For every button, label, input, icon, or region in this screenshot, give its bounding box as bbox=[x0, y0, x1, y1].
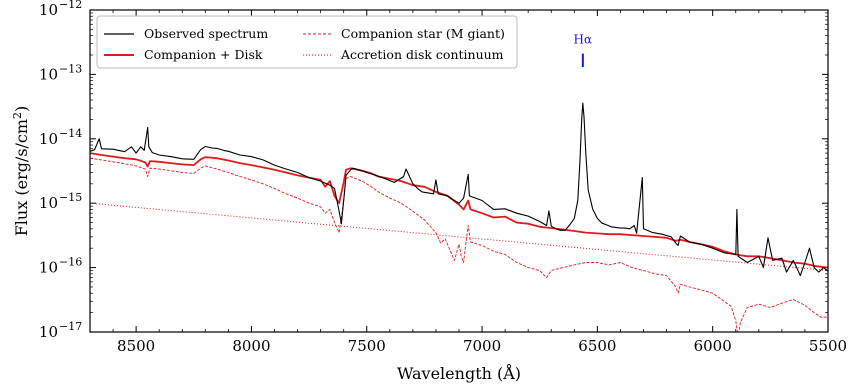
plot-frame bbox=[89, 9, 829, 333]
y-axis-title-sup: 2 bbox=[11, 112, 24, 119]
x-tick-labels: 8500 8000 7500 7000 6500 6000 5500 bbox=[117, 337, 847, 355]
y-tick-exponent: −15 bbox=[59, 191, 82, 204]
x-tick-label: 6500 bbox=[578, 337, 616, 355]
x-axis-title: Wavelength (Å) bbox=[397, 363, 521, 383]
y-axis-title: Flux (erg/s/cm2) bbox=[11, 106, 31, 237]
y-tick-label: 10 bbox=[39, 323, 58, 341]
y-axis-title-close: ) bbox=[12, 106, 31, 112]
series-line-companion-star-m-giant bbox=[90, 157, 828, 332]
y-axis-title-main: Flux (erg/s/cm bbox=[12, 119, 31, 236]
y-tick-label: 10 bbox=[39, 130, 58, 148]
legend-label-disk-continuum: Accretion disk continuum bbox=[340, 47, 504, 62]
legend: Observed spectrum Companion + Disk Compa… bbox=[96, 15, 518, 69]
y-tick-label: 10 bbox=[39, 1, 58, 19]
y-tick-label: 10 bbox=[39, 259, 58, 277]
legend-label-companion-star: Companion star (M giant) bbox=[341, 26, 505, 41]
y-tick-label: 10 bbox=[39, 194, 58, 212]
series-layer bbox=[90, 102, 828, 332]
y-tick-exponent: −14 bbox=[59, 127, 82, 140]
legend-label-observed: Observed spectrum bbox=[144, 26, 268, 41]
y-tick-exponent: −16 bbox=[59, 256, 82, 269]
legend-box bbox=[96, 15, 518, 69]
series-line-observed-spectrum bbox=[90, 102, 828, 277]
series-line-accretion-disk-continuum bbox=[90, 202, 828, 271]
halpha-annotation: Hα bbox=[574, 33, 593, 68]
halpha-label: Hα bbox=[574, 33, 593, 47]
series-line-companion-disk bbox=[90, 152, 828, 269]
x-tick-label: 7500 bbox=[348, 337, 386, 355]
x-tick-label: 8500 bbox=[117, 337, 155, 355]
x-tick-label: 6000 bbox=[694, 337, 732, 355]
x-tick-label: 8000 bbox=[232, 337, 270, 355]
x-tick-label: 5500 bbox=[809, 337, 847, 355]
y-tick-exponent: −12 bbox=[59, 0, 82, 11]
y-tick-exponent: −17 bbox=[59, 320, 82, 333]
y-tick-exponent: −13 bbox=[59, 62, 82, 75]
legend-label-companion-disk: Companion + Disk bbox=[144, 47, 263, 62]
y-tick-label: 10 bbox=[39, 65, 58, 83]
x-tick-label: 7000 bbox=[463, 337, 501, 355]
